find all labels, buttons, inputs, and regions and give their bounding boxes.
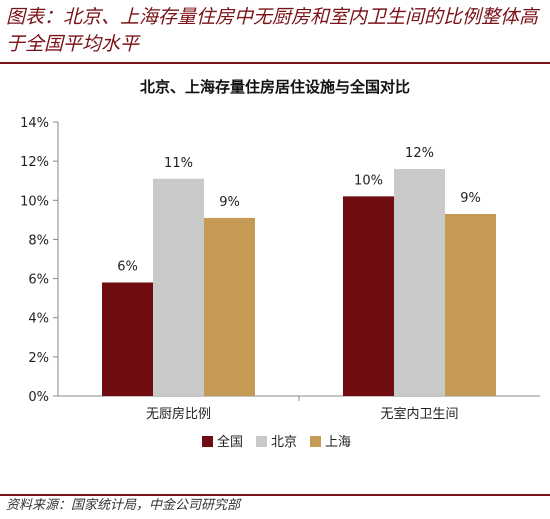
bar (102, 282, 153, 396)
x-tick-label: 无室内卫生间 (380, 406, 458, 422)
legend-swatch (310, 436, 321, 447)
y-tick-label: 4% (28, 312, 49, 327)
legend-label: 上海 (325, 435, 351, 450)
y-tick-label: 2% (28, 351, 49, 366)
chart-area: 北京、上海存量住房居住设施与全国对比 0% 2% 4% 6% 8% 10% 12% 14% 无厨… (0, 66, 550, 490)
bottom-rule (0, 494, 550, 496)
bar-chart: 北京、上海存量住房居住设施与全国对比 0% 2% 4% 6% 8% 10% 12% 14% 无厨… (20, 78, 540, 450)
legend-label: 北京 (271, 435, 297, 450)
bar (343, 196, 394, 396)
data-label: 9% (460, 191, 481, 206)
data-label: 10% (354, 173, 383, 188)
y-tick-label: 14% (20, 116, 49, 131)
figure-title: 图表：北京、上海存量住房中无厨房和室内卫生间的比例整体高于全国平均水平 (6, 6, 539, 55)
top-rule (0, 62, 550, 64)
legend-swatch (256, 436, 267, 447)
y-tick-label: 8% (28, 233, 49, 248)
data-label: 11% (164, 156, 193, 171)
y-tick-label: 0% (28, 390, 49, 405)
data-label: 12% (405, 146, 434, 161)
y-tick-label: 10% (20, 194, 49, 209)
y-tick-label: 12% (20, 155, 49, 170)
source-note: 资料来源：国家统计局，中金公司研究部 (6, 498, 241, 513)
axes: 0% 2% 4% 6% 8% 10% 12% 14% 无厨房比例 无室内卫生间 (20, 116, 540, 422)
bars: 6% 11% 9% 10% 12% 9% (102, 146, 496, 396)
bar (153, 178, 204, 396)
bar (445, 213, 496, 396)
x-tick-label: 无厨房比例 (146, 406, 211, 422)
data-label: 6% (117, 259, 138, 274)
y-tick-label: 6% (28, 273, 49, 288)
legend: 全国 北京 上海 (202, 434, 351, 450)
chart-title: 北京、上海存量住房居住设施与全国对比 (140, 78, 410, 96)
bar (204, 217, 255, 396)
legend-label: 全国 (217, 434, 243, 450)
data-label: 9% (219, 195, 240, 210)
bar (394, 168, 445, 396)
legend-swatch (202, 436, 213, 447)
